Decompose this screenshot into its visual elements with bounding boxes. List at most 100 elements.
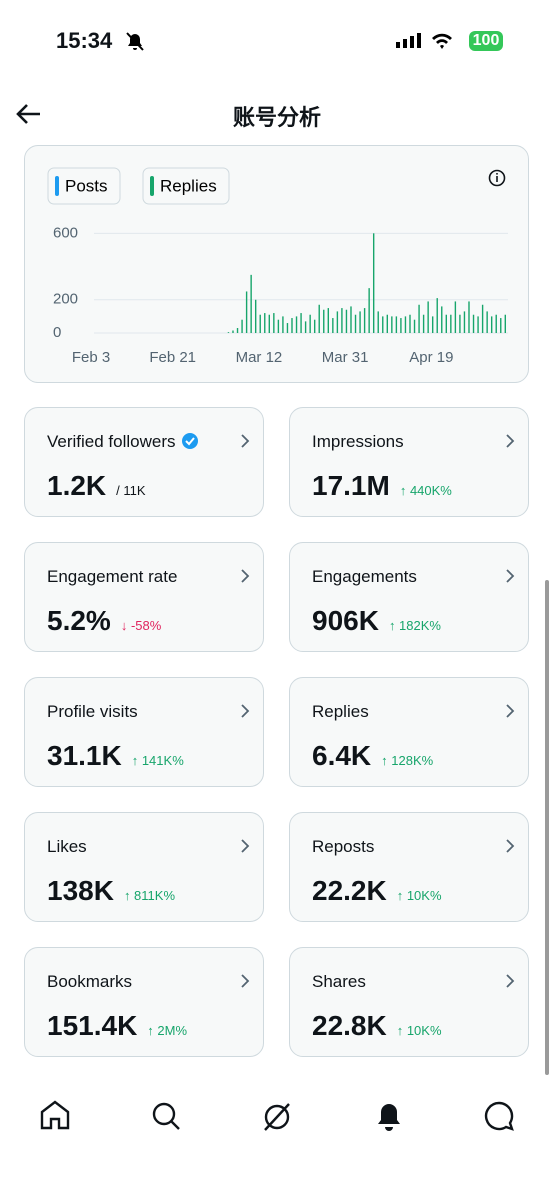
metric-value: 31.1K ↑ 141K% [47, 740, 184, 772]
bar [291, 318, 293, 333]
bar [345, 309, 348, 333]
bar [377, 311, 379, 333]
scrollbar [545, 580, 549, 1075]
metric-value: 6.4K ↑ 128K% [312, 740, 433, 772]
metric-change: ↑ 182K% [388, 618, 441, 633]
legend-box [142, 167, 230, 205]
metric-card[interactable]: Verified followers 1.2K / 11K [24, 407, 264, 517]
bar [431, 316, 434, 333]
metric-card[interactable]: Bookmarks 151.4K ↑ 2M% [24, 947, 264, 1057]
bar [409, 314, 411, 333]
bar [445, 314, 447, 333]
metric-change: ↓ -58% [120, 618, 162, 633]
metric-card[interactable]: Impressions 17.1M ↑ 440K% [289, 407, 529, 517]
bar [454, 301, 457, 333]
chevron [241, 569, 250, 583]
bar [495, 314, 497, 333]
search-tab[interactable] [152, 1102, 180, 1130]
metric-value: 138K ↑ 811K% [47, 875, 175, 907]
bar [413, 319, 416, 333]
notifications-tab[interactable] [378, 1104, 400, 1131]
metric-change: ↑ 141K% [131, 753, 184, 768]
info-icon[interactable] [488, 169, 506, 187]
metric-label: Profile visits [47, 702, 138, 721]
bar [477, 316, 479, 333]
metric-card[interactable]: Reposts 22.2K ↑ 10K% [289, 812, 529, 922]
metric-number: 1.2K [47, 470, 107, 501]
metric-value: 17.1M ↑ 440K% [312, 470, 452, 502]
bar [481, 304, 484, 333]
bar [336, 311, 339, 333]
metric-number: 31.1K [47, 740, 122, 771]
chevron [241, 974, 250, 988]
bar [277, 319, 280, 333]
bar [300, 313, 302, 333]
bar [341, 308, 343, 333]
metric-change: ↑ 811K% [123, 888, 176, 903]
back-button[interactable] [14, 100, 44, 128]
verified-badge [181, 433, 198, 449]
chevron [241, 434, 250, 448]
legend-swatch [55, 176, 59, 196]
bottom-nav [40, 1100, 514, 1131]
metric-value: 5.2% ↓ -58% [47, 605, 161, 637]
legend-label: Posts [65, 176, 108, 195]
metric-label: Impressions [312, 432, 404, 451]
bar [354, 314, 357, 333]
metric-number: 6.4K [312, 740, 372, 771]
mute-icon [126, 32, 144, 51]
signal-wifi [396, 33, 452, 49]
bar [359, 311, 361, 333]
bar [259, 314, 261, 333]
metric-value: 906K ↑ 182K% [312, 605, 441, 637]
bar [418, 304, 420, 333]
metric-label: Engagements [312, 567, 417, 586]
bar [350, 306, 352, 333]
info-dot [496, 176, 498, 182]
grok-tab[interactable] [264, 1103, 290, 1131]
metric-value: 151.4K ↑ 2M% [47, 1010, 187, 1042]
bar [232, 330, 234, 333]
bar [386, 314, 388, 333]
y-tick-label: 200 [53, 291, 78, 308]
bar [422, 314, 425, 333]
bar [304, 321, 307, 333]
legend-swatch [150, 176, 154, 196]
metric-change: ↑ 440K% [399, 483, 452, 498]
bar [264, 313, 266, 333]
home-tab[interactable] [40, 1100, 70, 1130]
metric-card[interactable]: Profile visits 31.1K ↑ 141K% [24, 677, 264, 787]
metric-card[interactable]: Likes 138K ↑ 811K% [24, 812, 264, 922]
chat-tab[interactable] [484, 1101, 514, 1131]
metric-label: Engagement rate [47, 567, 178, 586]
bar [250, 274, 252, 333]
metric-card[interactable]: Engagement rate 5.2% ↓ -58% [24, 542, 264, 652]
bar [273, 313, 275, 333]
chart: Posts Replies 0 200 600 Feb 3 Feb 21 Mar 12 Mar … [47, 167, 508, 366]
metric-label: Reposts [312, 837, 375, 856]
bar [504, 314, 506, 333]
metric-number: 17.1M [312, 470, 390, 501]
metric-label: Verified followers [47, 432, 199, 452]
info-dot [496, 173, 498, 175]
bar [318, 304, 320, 333]
bar [295, 316, 298, 333]
metric-change: ↑ 10K% [396, 1023, 442, 1038]
metric-card[interactable]: Shares 22.8K ↑ 10K% [289, 947, 529, 1057]
metric-card[interactable]: Replies 6.4K ↑ 128K% [289, 677, 529, 787]
bar [472, 314, 475, 333]
y-tick-label: 600 [53, 224, 78, 241]
metric-value: 1.2K / 11K [47, 470, 146, 502]
bar [490, 316, 493, 333]
bar [241, 319, 243, 333]
bar [395, 316, 398, 333]
bar [459, 314, 461, 333]
metric-number: 22.8K [312, 1010, 387, 1041]
x-tick-label: Apr 19 [409, 349, 453, 366]
metric-card[interactable]: Engagements 906K ↑ 182K% [289, 542, 529, 652]
bar [268, 314, 270, 333]
chevron [506, 569, 515, 583]
battery: 100 [469, 31, 503, 51]
bar [400, 318, 402, 333]
x-tick-label: Feb 21 [149, 349, 196, 366]
